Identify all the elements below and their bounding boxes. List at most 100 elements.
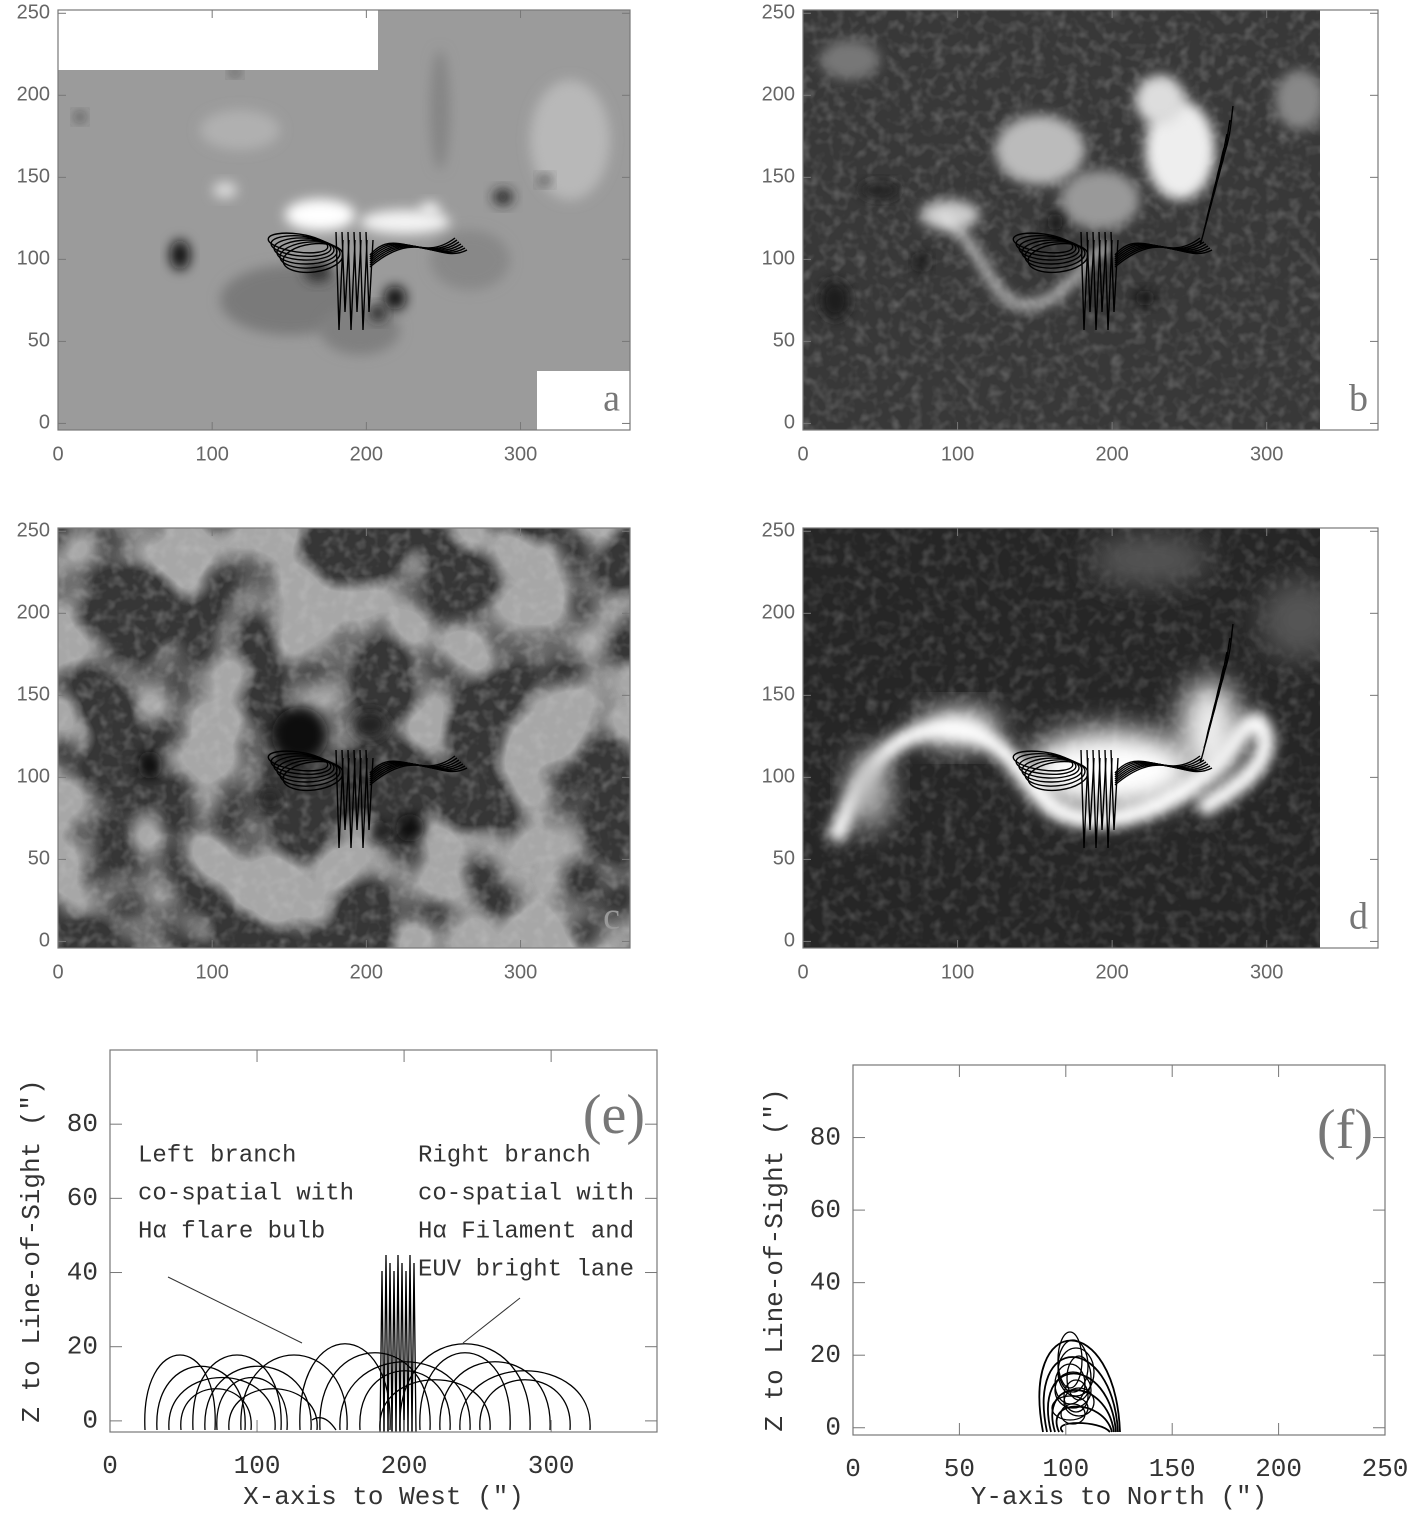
y-tick-label: 0 [784, 412, 795, 434]
image-feature [915, 252, 929, 272]
field-line [300, 1344, 390, 1430]
y-tick-label: 0 [784, 930, 795, 952]
y-tick-label: 0 [825, 1413, 841, 1443]
x-tick-label: 50 [944, 1454, 975, 1484]
y-tick-label: 0 [82, 1406, 98, 1436]
y-tick-label: 40 [810, 1268, 841, 1298]
figure: 0100200300050100150200250a01002003000501… [0, 0, 1426, 1517]
field-line [440, 1362, 550, 1430]
x-tick-label: 200 [350, 443, 383, 465]
image-feature [75, 112, 85, 122]
x-tick-label: 0 [52, 961, 63, 983]
plot-area [803, 10, 1378, 430]
x-tick-label: 100 [1042, 1454, 1089, 1484]
x-tick-label: 150 [1149, 1454, 1196, 1484]
x-tick-label: 300 [1250, 443, 1283, 465]
image-feature [1090, 535, 1210, 585]
y-tick-label: 150 [17, 684, 50, 706]
field-line [404, 1271, 408, 1432]
image-mask [1320, 528, 1378, 948]
x-tick-label: 100 [941, 443, 974, 465]
image-feature [384, 286, 406, 310]
image-feature [539, 175, 551, 185]
x-tick-label: 200 [1255, 1454, 1302, 1484]
x-tick-label: 0 [845, 1454, 861, 1484]
y-tick-label: 50 [28, 330, 50, 352]
image-feature [285, 199, 355, 231]
y-tick-label: 200 [762, 84, 795, 106]
y-tick-label: 40 [67, 1257, 98, 1287]
panel-label: c [603, 896, 620, 938]
annotation: co-spatial with [138, 1180, 354, 1207]
y-tick-label: 200 [17, 84, 50, 106]
y-tick-label: 150 [762, 684, 795, 706]
y-tick-label: 20 [810, 1340, 841, 1370]
y-tick-label: 250 [762, 520, 795, 542]
image-mask [58, 10, 378, 70]
image-feature [820, 280, 850, 320]
field-line [157, 1366, 245, 1430]
image-feature [372, 822, 388, 842]
image-feature [860, 182, 900, 198]
image-texture [58, 528, 630, 948]
panel-label: (e) [583, 1084, 645, 1146]
y-tick-label: 150 [762, 166, 795, 188]
field-line [1061, 1423, 1110, 1432]
image-feature [1135, 75, 1185, 125]
panel-label: b [1349, 378, 1368, 420]
y-tick-label: 80 [67, 1109, 98, 1139]
panel-label: (f) [1317, 1099, 1373, 1161]
y-axis-label: Z to Line-of-Sight (") [17, 1079, 47, 1422]
image-feature [1060, 170, 1140, 230]
image-feature [352, 710, 388, 740]
image-feature [493, 189, 513, 205]
image-feature [1047, 213, 1063, 231]
y-tick-label: 250 [762, 2, 795, 24]
y-tick-label: 0 [39, 930, 50, 952]
x-tick-label: 200 [350, 961, 383, 983]
x-tick-label: 200 [1095, 443, 1128, 465]
x-tick-label: 300 [504, 961, 537, 983]
y-tick-label: 80 [810, 1122, 841, 1152]
x-tick-label: 200 [381, 1451, 428, 1481]
image-feature [430, 230, 510, 290]
x-tick-label: 100 [195, 443, 228, 465]
y-tick-label: 50 [773, 330, 795, 352]
x-tick-label: 300 [504, 443, 537, 465]
x-tick-label: 300 [528, 1451, 575, 1481]
field-line [312, 1418, 336, 1430]
image-feature [170, 240, 190, 270]
y-tick-label: 100 [17, 766, 50, 788]
y-tick-label: 150 [17, 166, 50, 188]
image-feature [1275, 70, 1325, 130]
annotation: co-spatial with [418, 1180, 634, 1207]
image-feature [213, 182, 237, 198]
x-tick-label: 0 [52, 443, 63, 465]
field-line [408, 1255, 412, 1432]
annotation: Right branch [418, 1142, 591, 1169]
y-tick-label: 50 [773, 848, 795, 870]
field-line [480, 1380, 570, 1430]
image-feature [920, 710, 1000, 746]
x-tick-label: 0 [797, 443, 808, 465]
y-tick-label: 200 [762, 602, 795, 624]
annotation: EUV bright lane [418, 1256, 634, 1283]
image-feature [995, 115, 1085, 185]
image-feature [396, 814, 424, 842]
plot-area [803, 528, 1378, 948]
y-tick-label: 250 [17, 2, 50, 24]
plot-area [58, 10, 630, 430]
y-tick-label: 200 [17, 602, 50, 624]
image-feature [420, 202, 440, 218]
field-line [320, 1353, 430, 1430]
field-line [384, 1255, 388, 1432]
y-tick-label: 100 [762, 766, 795, 788]
x-tick-label: 200 [1095, 961, 1128, 983]
image-feature [138, 751, 162, 779]
image-feature [370, 305, 386, 321]
plot-area [1039, 1332, 1120, 1432]
field-line [412, 1263, 416, 1432]
y-tick-label: 100 [762, 248, 795, 270]
annotation-leader [463, 1298, 520, 1343]
image-feature [850, 750, 890, 830]
